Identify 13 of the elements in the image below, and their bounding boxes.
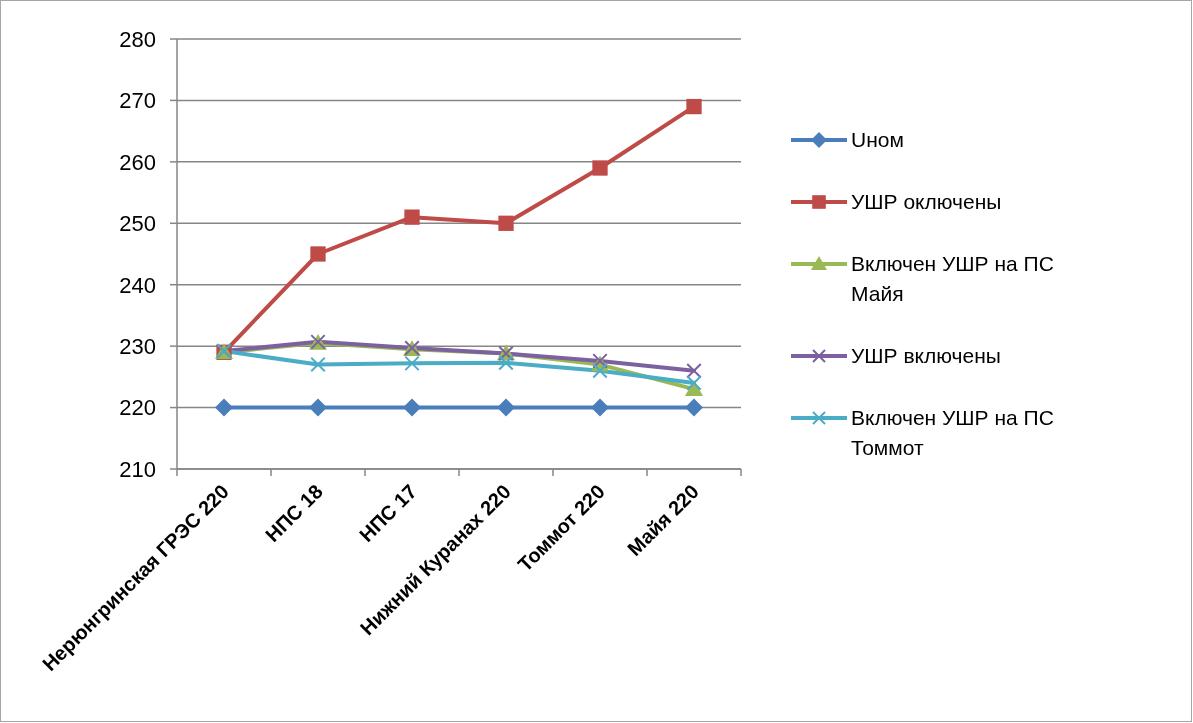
y-tick-label: 260 <box>119 149 156 175</box>
legend-label: Uном <box>851 127 905 153</box>
legend-label: УШР оключены <box>851 189 1003 215</box>
legend-label: Включен УШР на ПС Майя <box>851 251 1055 307</box>
y-tick-label: 280 <box>119 26 156 52</box>
legend-label: Включен УШР на ПС Томмот <box>851 405 1055 461</box>
y-tick-label: 250 <box>119 211 156 237</box>
y-tick-label: 210 <box>119 456 156 482</box>
y-tick-label: 220 <box>119 395 156 421</box>
y-tick-label: 240 <box>119 272 156 298</box>
y-tick-label: 270 <box>119 88 156 114</box>
legend-label: УШР включены <box>851 343 1002 369</box>
y-tick-label: 230 <box>119 333 156 359</box>
